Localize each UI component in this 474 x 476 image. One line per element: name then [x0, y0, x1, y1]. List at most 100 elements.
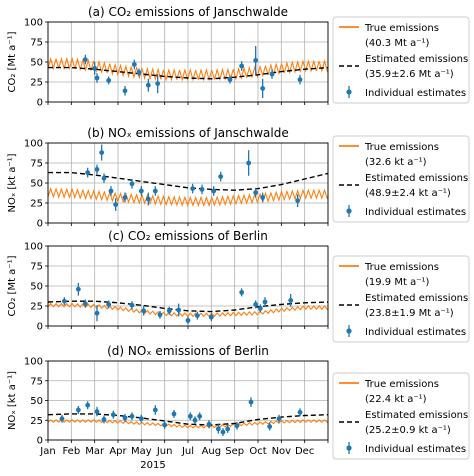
legend-box: [332, 255, 470, 343]
individual-estimate-point: [92, 66, 98, 71]
y-tick-label: 75: [30, 38, 43, 49]
individual-estimate-point: [239, 63, 245, 69]
y-tick-label: 100: [24, 139, 43, 150]
individual-estimate-point: [194, 313, 200, 318]
individual-estimate-point: [295, 198, 301, 204]
individual-estimate-point: [75, 407, 81, 413]
individual-estimate-point: [99, 150, 105, 156]
y-tick-label: 25: [30, 199, 43, 210]
y-tick-label: 0: [37, 98, 43, 109]
individual-estimate-point: [297, 409, 303, 415]
individual-estimate-point: [138, 188, 144, 194]
individual-estimate-point: [94, 409, 100, 414]
individual-estimate-point: [59, 416, 65, 422]
legend-true-value: (32.6 kt a⁻¹): [365, 157, 427, 168]
individual-estimate-point: [145, 196, 151, 202]
individual-estimate-point: [260, 195, 266, 200]
y-axis-label: CO₂ [Mt a⁻¹]: [7, 255, 18, 316]
legend: True emissions (19.9 Mt a⁻¹) Estimated emi…: [332, 255, 470, 343]
legend-estimated-label: Estimated emissions: [365, 293, 468, 304]
individual-estimate-point: [225, 426, 231, 432]
legend-true-label: True emissions: [364, 142, 439, 153]
legend-individual-marker: [346, 445, 352, 451]
individual-estimate-point: [122, 415, 128, 421]
individual-estimate-point: [129, 302, 135, 308]
individual-estimate-point: [94, 167, 100, 172]
individual-estimate-point: [152, 188, 158, 194]
legend-estimated-label: Estimated emissions: [365, 410, 468, 421]
individual-estimate-point: [94, 75, 100, 81]
legend: True emissions (32.6 kt a⁻¹) Estimated emi…: [332, 135, 470, 223]
x-tick-label: Dec: [295, 446, 314, 457]
legend-estimated-label: Estimated emissions: [365, 173, 468, 184]
individual-estimate-point: [136, 70, 142, 75]
individual-estimate-point: [215, 426, 221, 432]
y-tick-label: 25: [30, 302, 43, 313]
individual-estimate-point: [108, 188, 114, 194]
true-emissions-line: [47, 419, 329, 429]
individual-estimate-point: [253, 302, 259, 307]
x-tick-label: Feb: [62, 446, 80, 457]
individual-estimate-point: [152, 407, 158, 413]
x-tick-label: Aug: [202, 446, 222, 457]
individual-estimate-point: [276, 416, 282, 422]
y-axis-label: NOₓ [kt a⁻¹]: [7, 371, 18, 430]
individual-estimate-point: [239, 290, 245, 295]
individual-estimate-point: [94, 310, 100, 316]
individual-estimate-point: [185, 318, 191, 323]
individual-estimate-point: [122, 88, 128, 94]
individual-estimate-point: [234, 423, 240, 429]
x-tick-label: Jan: [39, 446, 55, 457]
legend-box: [332, 135, 470, 223]
true-emissions-line: [47, 302, 329, 318]
individual-estimate-point: [262, 299, 268, 305]
individual-estimate-point: [197, 413, 203, 419]
legend-estimated-value: (35.9±2.6 Mt a⁻¹): [365, 69, 454, 80]
individual-estimate-point: [106, 78, 112, 83]
individual-estimate-point: [206, 421, 212, 427]
individual-estimate-point: [155, 81, 161, 86]
estimated-emissions-line: [48, 66, 329, 80]
x-tick-label: Jun: [156, 446, 173, 457]
individual-estimate-point: [82, 301, 88, 306]
individual-estimate-point: [253, 58, 259, 63]
individual-estimate-point: [75, 286, 81, 292]
individual-estimate-point: [187, 413, 193, 419]
individual-estimate-point: [129, 413, 135, 419]
y-tick-label: 75: [30, 376, 43, 387]
x-tick-label: Jul: [181, 446, 194, 457]
individual-estimate-point: [269, 71, 275, 77]
legend-individual-label: Individual estimates: [365, 327, 466, 338]
panel-title: (d) NOₓ emissions of Berlin: [107, 344, 269, 358]
y-tick-label: 25: [30, 78, 43, 89]
individual-estimate-point: [157, 312, 163, 318]
legend-true-label: True emissions: [364, 262, 439, 273]
x-tick-label: Mar: [85, 446, 105, 457]
individual-estimate-point: [166, 308, 172, 314]
individual-estimate-point: [171, 411, 177, 417]
legend-estimated-value: (23.8±1.9 Mt a⁻¹): [365, 308, 454, 319]
estimated-emissions-line: [48, 171, 329, 191]
x-tick-label: Sep: [225, 446, 244, 457]
panel-3: (d) NOₓ emissions of Berlin 0 25 50 75 100 NOₓ…: [7, 344, 470, 460]
legend-individual-label: Individual estimates: [365, 207, 466, 218]
estimated-emissions-line: [47, 300, 329, 313]
individual-estimate-point: [138, 416, 144, 422]
individual-estimate-point: [208, 314, 214, 320]
legend-individual-marker: [346, 89, 352, 95]
legend-true-value: (22.4 kt a⁻¹): [365, 394, 427, 405]
legend-true-value: (19.9 Mt a⁻¹): [365, 277, 429, 288]
y-tick-label: 75: [30, 262, 43, 273]
individual-estimate-point: [113, 202, 119, 208]
individual-estimate-point: [101, 175, 107, 181]
individual-estimate-point: [248, 399, 254, 405]
individual-estimate-point: [211, 188, 217, 194]
individual-estimate-point: [297, 77, 303, 82]
individual-estimate-point: [227, 77, 233, 82]
y-axis-label: NOₓ [kt a⁻¹]: [7, 153, 18, 212]
individual-estimate-point: [106, 302, 112, 307]
y-tick-label: 50: [30, 179, 43, 190]
legend-true-label: True emissions: [364, 379, 439, 390]
legend-box: [332, 16, 470, 104]
individual-estimate-point: [192, 417, 198, 423]
